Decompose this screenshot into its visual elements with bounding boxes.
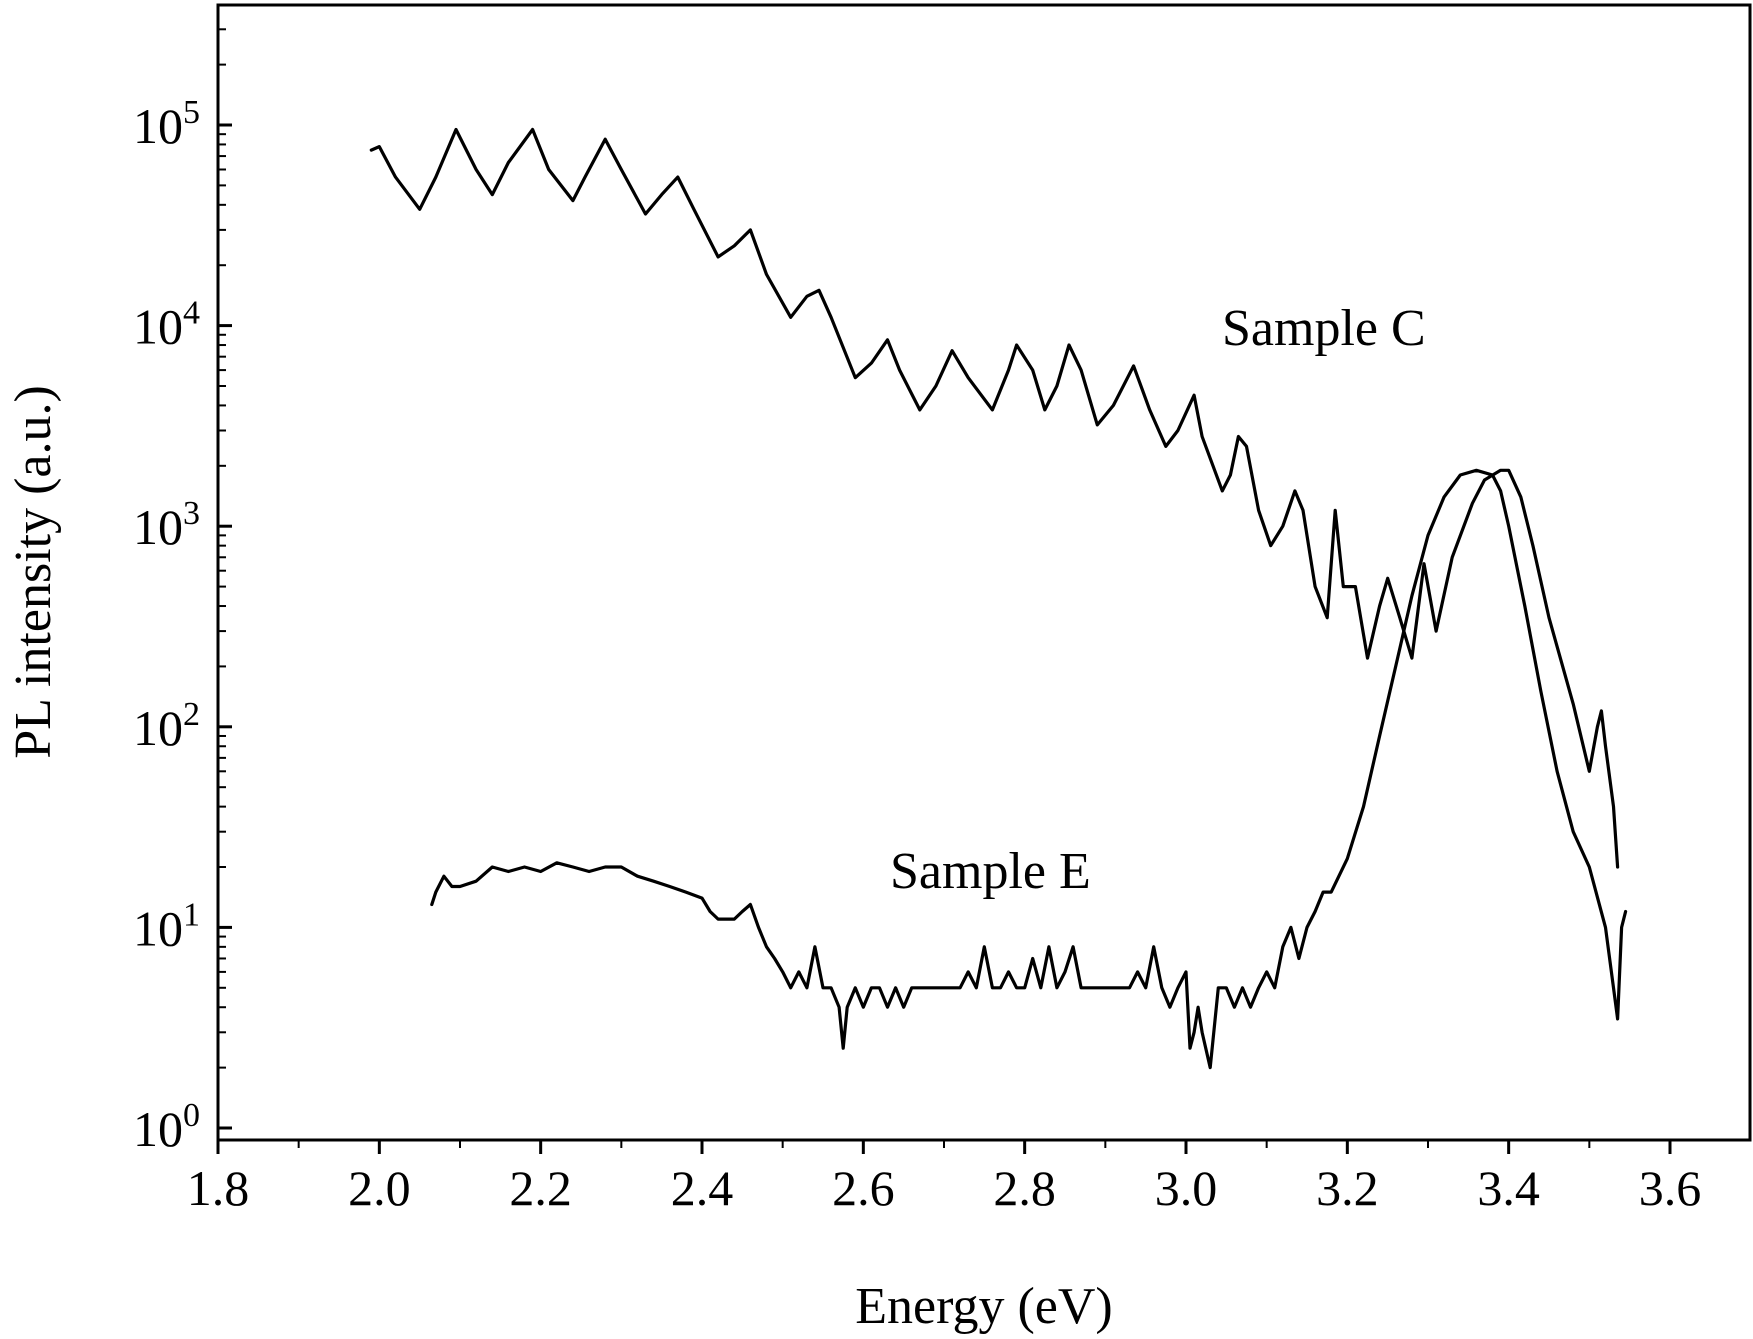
series-line-sample-e	[430, 468, 1628, 1070]
y-tick-label: 103	[133, 495, 200, 555]
x-tick-label: 3.6	[1639, 1160, 1702, 1216]
x-tick-label: 3.2	[1316, 1160, 1379, 1216]
x-tick-label: 2.2	[509, 1160, 572, 1216]
x-tick-label: 2.4	[671, 1160, 734, 1216]
annotation-sample-c: Sample C	[1222, 300, 1426, 357]
y-axis-ticks: 100 101 102 103 104 105	[133, 28, 232, 1157]
y-tick-label: 101	[133, 896, 200, 956]
x-tick-label: 2.6	[832, 1160, 895, 1216]
plot-frame	[216, 3, 1752, 1142]
series-line-sample-c	[369, 127, 1620, 869]
y-tick-label: 100	[133, 1097, 200, 1157]
x-tick-label: 2.8	[993, 1160, 1056, 1216]
y-tick-label: 102	[133, 696, 200, 756]
x-axis-title: Energy (eV)	[855, 1278, 1113, 1335]
x-tick-label: 2.0	[348, 1160, 411, 1216]
x-tick-label: 3.0	[1155, 1160, 1218, 1216]
series-layer	[369, 127, 1628, 1070]
x-tick-label: 3.4	[1477, 1160, 1540, 1216]
y-tick-label: 104	[133, 295, 200, 355]
y-tick-label: 105	[133, 94, 200, 154]
x-tick-label: 1.8	[187, 1160, 250, 1216]
annotation-sample-e: Sample E	[890, 843, 1091, 900]
x-axis-ticks: 1.8 2.0 2.2 2.4 2.6 2.8 3.0 3.2 3.4 3.6	[187, 1140, 1702, 1216]
y-axis-title: PL intensity (a.u.)	[5, 385, 62, 759]
